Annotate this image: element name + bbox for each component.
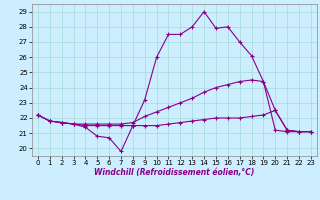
X-axis label: Windchill (Refroidissement éolien,°C): Windchill (Refroidissement éolien,°C) [94,168,255,177]
